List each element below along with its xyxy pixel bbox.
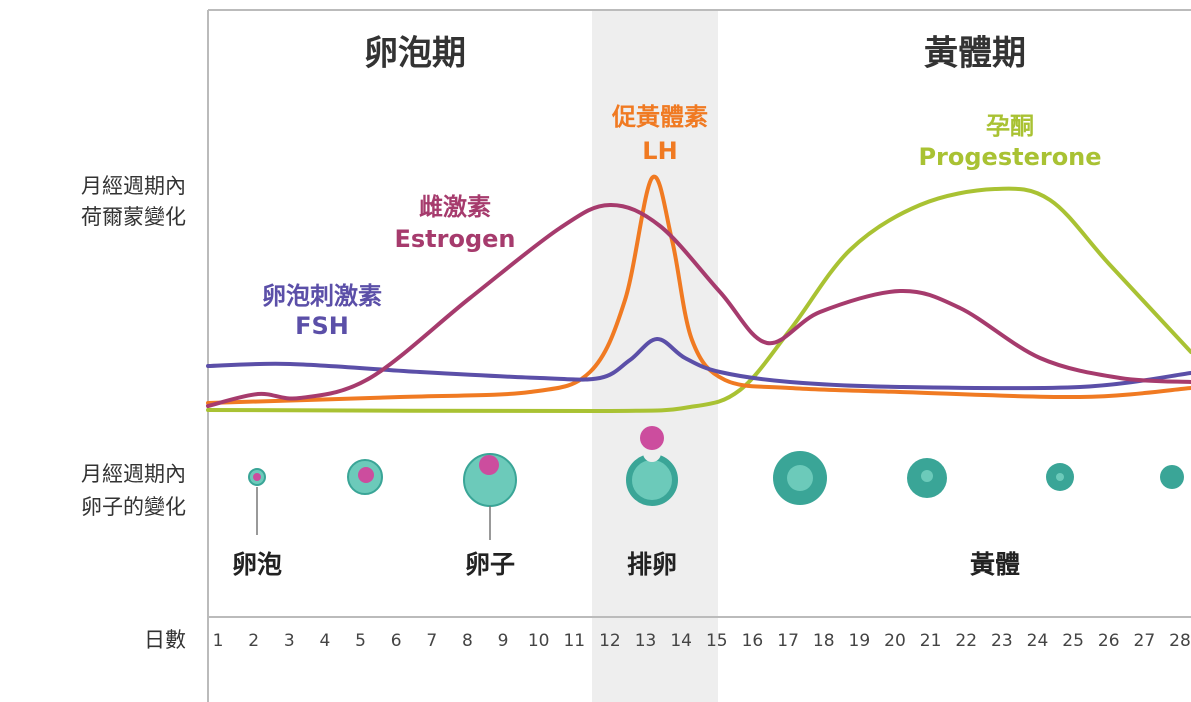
phase-title: 卵泡期 — [364, 34, 466, 74]
hormone-label: Estrogen — [394, 225, 515, 253]
day-label: 8 — [462, 631, 473, 651]
day-label: 7 — [426, 631, 437, 651]
stage-label: 排卵 — [627, 550, 677, 579]
day-label: 13 — [635, 631, 657, 651]
hormone-label: LH — [642, 137, 677, 165]
day-label: 2 — [248, 631, 259, 651]
row-label: 卵子的變化 — [81, 495, 186, 519]
egg — [479, 455, 499, 475]
day-label: 28 — [1169, 631, 1191, 651]
ruptured-follicle — [629, 457, 675, 503]
day-label: 6 — [391, 631, 402, 651]
corpus-luteum-core — [787, 465, 813, 491]
day-label: 15 — [706, 631, 728, 651]
hormone-label: 雌激素 — [419, 193, 491, 221]
day-label: 3 — [284, 631, 295, 651]
corpus-luteum-core — [1056, 473, 1064, 481]
day-label: 18 — [813, 631, 835, 651]
hormone-label: FSH — [295, 312, 349, 340]
day-label: 20 — [884, 631, 906, 651]
menstrual-cycle-diagram: 卵泡期 黃體期 月經週期內 荷爾蒙變化 月經週期內 卵子的變化 日數 雌激素 E… — [0, 0, 1191, 702]
row-label: 荷爾蒙變化 — [81, 205, 186, 229]
day-label: 23 — [991, 631, 1013, 651]
day-label: 12 — [599, 631, 621, 651]
day-label: 27 — [1134, 631, 1156, 651]
day-label: 24 — [1027, 631, 1049, 651]
egg — [253, 473, 261, 481]
stage-label: 卵子 — [465, 550, 515, 579]
day-label: 1 — [213, 631, 224, 651]
hormone-label: 孕酮 — [986, 112, 1034, 140]
corpus-luteum-core — [921, 470, 933, 482]
corpus-luteum — [1160, 465, 1184, 489]
phase-title: 黃體期 — [924, 34, 1026, 74]
row-label: 日數 — [144, 628, 186, 652]
day-label: 25 — [1062, 631, 1084, 651]
day-label: 17 — [777, 631, 799, 651]
day-label: 11 — [563, 631, 585, 651]
day-label: 14 — [670, 631, 692, 651]
stage-label: 黃體 — [970, 550, 1020, 579]
day-label: 22 — [955, 631, 977, 651]
day-label: 5 — [355, 631, 366, 651]
hormone-label: 卵泡刺激素 — [262, 282, 382, 310]
row-label: 月經週期內 — [81, 174, 186, 198]
egg — [358, 467, 374, 483]
day-label: 21 — [920, 631, 942, 651]
day-label: 4 — [319, 631, 330, 651]
day-label: 9 — [498, 631, 509, 651]
egg — [640, 426, 664, 450]
day-label: 10 — [528, 631, 550, 651]
row-label: 月經週期內 — [81, 462, 186, 486]
hormone-label: Progesterone — [918, 143, 1101, 171]
day-label: 19 — [849, 631, 871, 651]
stage-label: 卵泡 — [232, 550, 282, 579]
day-label: 16 — [742, 631, 764, 651]
hormone-label: 促黃體素 — [611, 103, 708, 131]
day-label: 26 — [1098, 631, 1120, 651]
